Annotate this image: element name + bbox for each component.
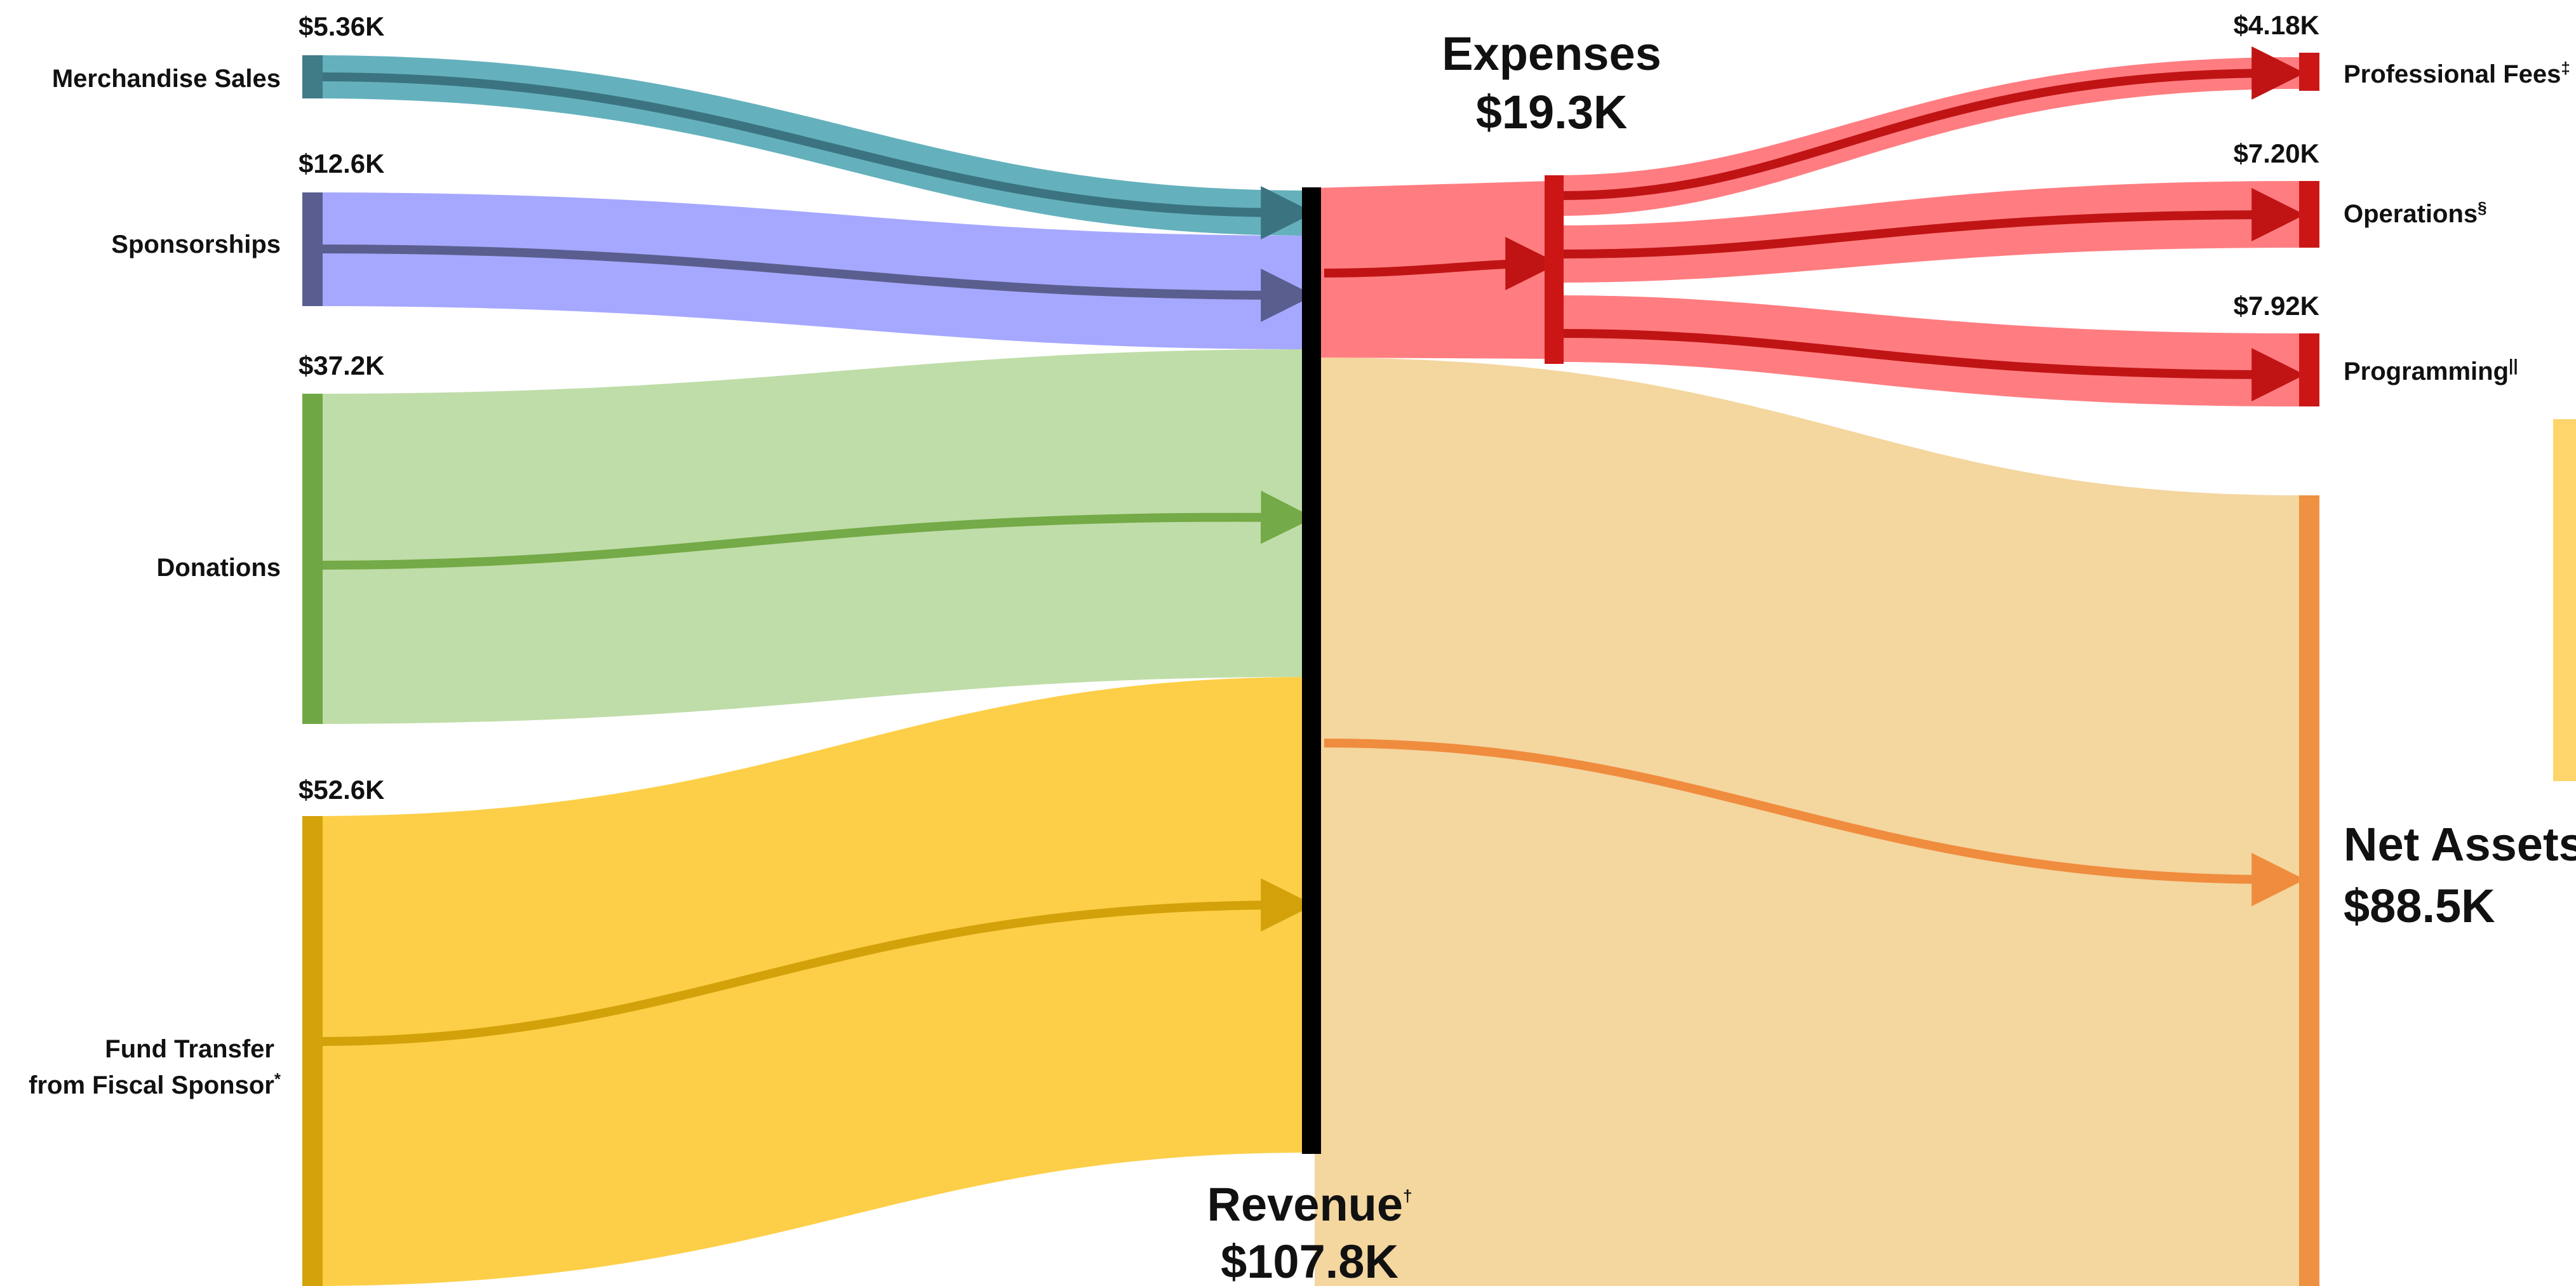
node-bar-revenue xyxy=(1302,187,1321,1154)
node-bar-sponsorships xyxy=(302,192,323,306)
net-assets-label: Net Assets xyxy=(2344,818,2576,871)
value-label-donations: $37.2K xyxy=(299,351,384,380)
revenue-value: $107.8K xyxy=(1221,1235,1399,1286)
value-label-sponsorships: $12.6K xyxy=(299,149,384,178)
arrow-sponsorships xyxy=(317,244,1315,322)
node-bar-programming xyxy=(2299,333,2319,406)
node-label-sponsorships: Sponsorships xyxy=(111,231,281,258)
value-label-fund-transfer: $52.6K xyxy=(299,775,384,805)
arrow-fund-transfer xyxy=(317,878,1315,1046)
node-bar-net-assets xyxy=(2299,495,2319,1286)
flow-band-net-assets xyxy=(1315,358,2299,1286)
arrow-expenses xyxy=(1324,237,1559,291)
node-bar-fund-transfer xyxy=(302,816,323,1286)
net-assets-value: $88.5K xyxy=(2344,880,2495,932)
arrow-professional-fees xyxy=(1562,46,2305,200)
arrow-merchandise xyxy=(317,72,1315,239)
flow-band-programming xyxy=(1556,295,2299,406)
footnote-mark-prof: ‡ xyxy=(2561,58,2570,77)
arrow-programming xyxy=(1562,329,2305,401)
node-bar-expenses xyxy=(1545,175,1564,364)
node-label-donations: Donations xyxy=(156,554,281,582)
node-bar-merchandise xyxy=(302,55,323,98)
node-label-fund-transfer-line1: Fund Transfer xyxy=(105,1035,274,1063)
value-label-operations: $7.20K xyxy=(2234,138,2319,168)
node-label-programming: Programming|| xyxy=(2344,356,2518,385)
node-bar-professional-fees xyxy=(2299,53,2319,91)
flow-band-fund-transfer xyxy=(311,677,1308,1286)
footnote-mark-prog: || xyxy=(2509,356,2518,375)
revenue-label: Revenue† xyxy=(1207,1178,1412,1231)
value-label-merchandise: $5.36K xyxy=(299,11,384,41)
arrow-net-assets xyxy=(1324,739,2305,906)
value-label-programming: $7.92K xyxy=(2234,291,2319,321)
side-tab xyxy=(2553,419,2576,781)
node-label-operations: Operations§ xyxy=(2344,198,2487,228)
node-label-professional-fees: Professional Fees‡ xyxy=(2344,58,2570,88)
node-bar-donations xyxy=(302,394,323,724)
arrow-donations xyxy=(317,490,1315,570)
expenses-label: Expenses xyxy=(1442,27,1661,80)
expenses-value: $19.3K xyxy=(1476,86,1628,138)
arrow-operations xyxy=(1562,188,2305,258)
value-label-professional-fees: $4.18K xyxy=(2234,10,2319,40)
node-bar-operations xyxy=(2299,181,2319,248)
node-label-fund-transfer-line2: from Fiscal Sponsor* xyxy=(29,1069,281,1099)
footnote-mark-revenue: † xyxy=(1403,1186,1412,1205)
footnote-mark-fund: * xyxy=(274,1069,281,1088)
node-label-merchandise: Merchandise Sales xyxy=(52,65,281,93)
footnote-mark-ops: § xyxy=(2478,198,2486,217)
